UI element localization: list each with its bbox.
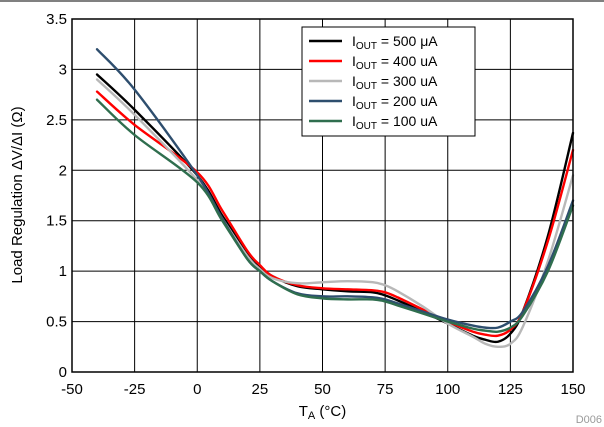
x-tick-label: 0 bbox=[193, 381, 201, 398]
x-tick-labels: -50 -25 0 25 50 75 100 125 150 bbox=[61, 381, 585, 398]
x-tick-label: 150 bbox=[560, 381, 585, 398]
legend-label-main: I bbox=[352, 113, 356, 129]
legend-label: IOUT = 200 uA bbox=[352, 93, 438, 112]
legend-label-rest: = 200 uA bbox=[377, 93, 438, 109]
x-tick-label: 25 bbox=[252, 381, 269, 398]
legend-label-sub: OUT bbox=[356, 41, 377, 52]
series-line bbox=[95, 98, 575, 333]
y-tick-label: 2 bbox=[59, 162, 67, 179]
legend-label-rest: = 500 μA bbox=[377, 33, 438, 49]
series-line bbox=[95, 90, 575, 338]
x-tick-label: 50 bbox=[314, 381, 331, 398]
legend-label-rest: = 300 uA bbox=[377, 73, 438, 89]
legend-label-rest: = 100 uA bbox=[377, 113, 438, 129]
footer-code: D006 bbox=[576, 414, 602, 426]
series-lines bbox=[95, 48, 575, 348]
legend-label-sub: OUT bbox=[356, 121, 377, 132]
legend-label: IOUT = 300 uA bbox=[352, 73, 438, 92]
legend-label-main: I bbox=[352, 53, 356, 69]
x-axis-label-unit: (°C) bbox=[315, 403, 346, 420]
x-tick-label: 100 bbox=[435, 381, 460, 398]
y-tick-label: 0.5 bbox=[46, 314, 67, 331]
y-tick-labels: 0 0.5 1 1.5 2 2.5 3 3.5 bbox=[46, 11, 67, 381]
legend-label-sub: OUT bbox=[356, 101, 377, 112]
legend-label: IOUT = 400 uA bbox=[352, 53, 438, 72]
y-tick-label: 0 bbox=[59, 364, 67, 381]
x-tick-label: 75 bbox=[377, 381, 394, 398]
plot-frame bbox=[71, 18, 574, 373]
y-tick-label: 1.5 bbox=[46, 213, 67, 230]
legend-label-main: I bbox=[352, 93, 356, 109]
x-axis-label-main: T bbox=[299, 403, 308, 420]
x-axis-label: TA (°C) bbox=[299, 403, 347, 422]
y-tick-label: 2.5 bbox=[46, 112, 67, 129]
legend-label: IOUT = 100 uA bbox=[352, 113, 438, 132]
legend-label-sub: OUT bbox=[356, 61, 377, 72]
legend-label-main: I bbox=[352, 73, 356, 89]
y-tick-label: 3 bbox=[59, 61, 67, 78]
legend-label-rest: = 400 uA bbox=[377, 53, 438, 69]
y-tick-label: 1 bbox=[59, 263, 67, 280]
legend-label-main: I bbox=[352, 33, 356, 49]
x-tick-label: -50 bbox=[61, 381, 83, 398]
series-line bbox=[95, 73, 575, 344]
legend-label-sub: OUT bbox=[356, 81, 377, 92]
y-tick-label: 3.5 bbox=[46, 11, 67, 28]
y-axis-label: Load Regulation ΔV/ΔI (Ω) bbox=[9, 106, 26, 283]
x-tick-label: -25 bbox=[124, 381, 146, 398]
x-tick-label: 125 bbox=[498, 381, 523, 398]
legend-label: IOUT = 500 μA bbox=[352, 33, 438, 52]
x-axis-label-sub: A bbox=[308, 410, 316, 422]
